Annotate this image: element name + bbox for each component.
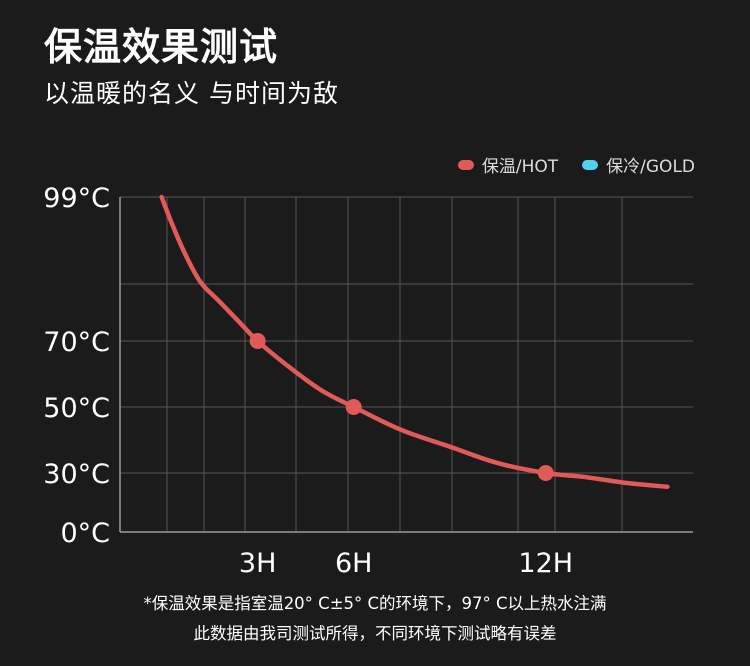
x-tick-label: 3H [239,548,276,579]
legend-item-hot: 保温/HOT [457,152,559,177]
footnote-line-1: *保温效果是指室温20° C±5° C的环境下，97° C以上热水注满 [143,594,607,613]
chart-legend: 保温/HOT 保冷/GOLD [457,152,695,177]
legend-swatch-hot [457,159,474,170]
legend-label-cold: 保冷/GOLD [606,157,695,177]
footnote-line-2: 此数据由我司测试所得，不同环境下测试略有误差 [193,624,557,643]
y-tick-label: 99°C [43,183,110,214]
data-point-marker [537,465,554,481]
y-tick-label: 70°C [43,327,110,358]
page-title: 保温效果测试 [44,25,279,69]
legend-label-hot: 保温/HOT [481,157,559,177]
x-tick-label: 12H [518,548,573,579]
legend-swatch-cold [582,159,599,170]
y-tick-label: 30°C [43,459,110,490]
page-subtitle: 以温暖的名义 与时间为敌 [44,79,339,108]
series-line-hot [159,194,670,490]
legend-item-cold: 保冷/GOLD [582,152,695,177]
x-tick-label: 6H [335,548,372,579]
y-tick-label: 0°C [60,518,110,549]
data-point-marker [249,333,266,349]
data-point-marker [345,399,362,415]
y-tick-label: 50°C [43,393,110,424]
